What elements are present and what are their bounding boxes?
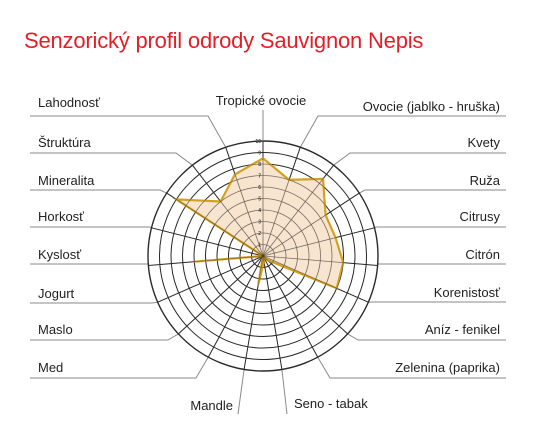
- tick-label: 7: [258, 174, 261, 180]
- grid-spoke-overlay: [262, 255, 369, 303]
- category-label: Lahodnosť: [38, 95, 100, 110]
- category-label: Ruža: [470, 173, 501, 188]
- leader-line: [30, 115, 227, 148]
- leader-line: [317, 356, 506, 379]
- leader-line: [374, 226, 506, 229]
- category-label: Korenistosť: [434, 285, 500, 300]
- leader-line: [30, 226, 152, 229]
- category-label: Zelenina (paprika): [395, 360, 500, 375]
- grid-spoke-overlay: [262, 255, 348, 335]
- grid-spoke-overlay: [151, 227, 264, 257]
- grid-spoke-overlay: [262, 255, 378, 266]
- grid-spoke-overlay: [208, 255, 264, 358]
- grid-spoke-overlay: [148, 255, 264, 266]
- leader-line: [30, 301, 158, 304]
- category-label: Mineralita: [38, 173, 95, 188]
- tick-label: 4: [258, 208, 261, 214]
- leader-line: [30, 189, 167, 194]
- tick-label: 5: [258, 197, 261, 203]
- leader-line: [30, 263, 149, 266]
- category-labels: Tropické ovocie Ovocie (jablko - hruška) K…: [38, 93, 501, 413]
- leader-line: [30, 152, 193, 166]
- category-label: Jogurt: [38, 286, 75, 301]
- category-label: Maslo: [38, 322, 73, 337]
- leader-line: [333, 152, 506, 166]
- leader-line: [299, 115, 506, 148]
- leader-line: [281, 369, 288, 415]
- category-label: Kvety: [467, 135, 500, 150]
- tick-label: 8: [258, 162, 261, 168]
- category-label: Tropické ovocie: [216, 93, 307, 108]
- leader-lines: [30, 115, 506, 415]
- grid-spoke-overlay: [262, 192, 360, 257]
- tick-label: 9: [258, 151, 261, 157]
- grid-spoke-overlay: [262, 255, 283, 370]
- grid-spoke-overlay: [262, 147, 301, 257]
- leader-line: [30, 333, 179, 341]
- category-label: Horkosť: [38, 209, 84, 224]
- tick-labels: 1 2 3 4 5 6 7 8 9 10: [255, 139, 261, 249]
- grid-spoke-overlay: [262, 255, 318, 358]
- category-label: Kyslosť: [38, 247, 81, 262]
- category-label: Ovocie (jablko - hruška): [363, 99, 500, 114]
- grid-spoke-overlay: [192, 165, 264, 257]
- grid-spoke-overlay: [262, 165, 334, 257]
- chart-title: Senzorický profil odrody Sauvignon Nepis: [24, 28, 424, 53]
- category-label: Citrón: [465, 247, 500, 262]
- tick-label: 10: [255, 139, 261, 145]
- grid-spoke-overlay: [166, 192, 264, 257]
- category-label: Mandle: [190, 398, 233, 413]
- leader-line: [237, 369, 245, 415]
- grid-spoke-overlay: [178, 255, 264, 335]
- grid-spoke-overlay: [157, 255, 264, 303]
- leader-line: [347, 333, 506, 341]
- category-label: Seno - tabak: [294, 396, 368, 411]
- tick-label: 6: [258, 185, 261, 191]
- tick-label: 2: [258, 231, 261, 237]
- series-layer: [147, 140, 379, 372]
- leader-line: [377, 263, 506, 266]
- tick-label: 1: [258, 243, 261, 249]
- grid-spoke-overlay: [262, 227, 375, 257]
- leader-line: [359, 189, 506, 194]
- grid-spoke-overlay: [243, 255, 264, 370]
- tick-label: 3: [258, 220, 261, 226]
- category-label: Štruktúra: [38, 135, 92, 150]
- category-label: Citrusy: [460, 209, 501, 224]
- category-label: Aníz - fenikel: [425, 322, 500, 337]
- leader-line: [30, 356, 209, 379]
- grid-spoke-overlay: [225, 147, 264, 257]
- category-label: Med: [38, 360, 63, 375]
